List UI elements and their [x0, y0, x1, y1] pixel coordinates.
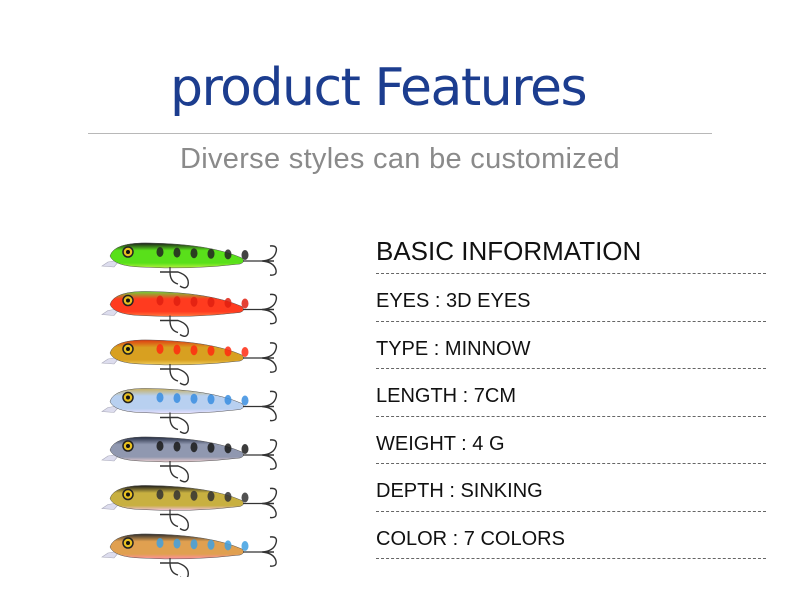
page-title: product Features — [169, 58, 588, 118]
info-row-length: LENGTH : 7CM — [376, 369, 766, 417]
subtitle: Diverse styles can be customized — [180, 143, 620, 175]
lure-black-silver — [101, 436, 278, 483]
info-row-eyes: EYES : 3D EYES — [376, 274, 766, 322]
info-row-depth: DEPTH : SINKING — [376, 464, 766, 512]
info-row-weight: WEIGHT : 4 G — [376, 417, 766, 464]
info-row-type: TYPE : MINNOW — [376, 322, 766, 369]
lure-gold-red — [101, 339, 278, 386]
info-heading: BASIC INFORMATION — [376, 232, 766, 274]
info-row-color: COLOR : 7 COLORS — [376, 512, 766, 559]
basic-information-panel: BASIC INFORMATION EYES : 3D EYES TYPE : … — [376, 232, 766, 559]
lure-green-tiger — [101, 242, 278, 289]
lure-yellow-parr — [101, 485, 278, 531]
divider — [88, 133, 712, 134]
lure-blue-silver — [101, 388, 278, 434]
lure-gallery — [101, 242, 278, 577]
lure-rainbow-trout — [101, 533, 278, 577]
lure-red-orange — [101, 291, 278, 337]
